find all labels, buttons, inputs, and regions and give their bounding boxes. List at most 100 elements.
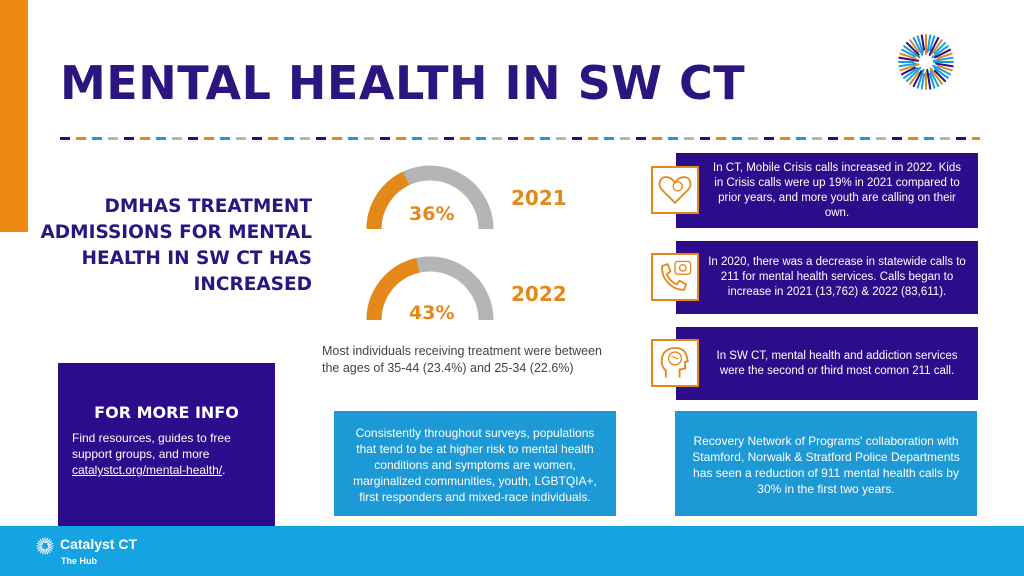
divider-dash [332, 137, 342, 140]
divider-dash [76, 137, 86, 140]
accent-bar [0, 0, 28, 232]
divider-dash [716, 137, 726, 140]
mental-health-link[interactable]: catalystct.org/mental-health/ [72, 463, 223, 477]
burst-ray [936, 64, 953, 72]
burst-ray [900, 66, 916, 76]
burst-ray [46, 548, 51, 554]
sunburst-logo-icon [898, 34, 954, 90]
burst-ray [912, 70, 923, 88]
at-risk-populations-box: Consistently throughout surveys, populat… [334, 411, 616, 516]
burst-ray [931, 39, 943, 55]
burst-ray [47, 540, 53, 545]
burst-ray [934, 48, 952, 59]
burst-ray [926, 68, 932, 90]
burst-ray [928, 35, 936, 52]
divider-dash [556, 137, 566, 140]
burst-ray [899, 63, 920, 72]
more-info-period: . [222, 463, 226, 477]
burst-ray [928, 72, 936, 89]
burst-ray [909, 39, 920, 53]
burst-ray [900, 48, 916, 58]
divider-dash [924, 137, 934, 140]
burst-ray [928, 36, 940, 56]
gauge-fill [366, 171, 410, 230]
treatment-age-note: Most individuals receiving treatment wer… [322, 344, 602, 375]
burst-ray [933, 41, 947, 55]
gauge-fill [366, 258, 420, 321]
burst-ray [912, 36, 924, 56]
burst-ray [41, 537, 45, 543]
divider-dash [780, 137, 790, 140]
fact-sw-ct-211: In SW CT, mental health and addiction se… [676, 327, 978, 400]
burst-ray [898, 56, 920, 62]
fact-text: In CT, Mobile Crisis calls increased in … [713, 161, 961, 219]
more-info-title: FOR MORE INFO [94, 403, 239, 422]
burst-ray [41, 548, 45, 555]
divider-dash [108, 137, 118, 140]
burst-ray [48, 546, 54, 550]
divider-dash [940, 137, 950, 140]
divider-dash [956, 137, 966, 140]
divider-dash [204, 137, 214, 140]
divider-dash [364, 137, 374, 140]
heart-brain-icon [651, 166, 699, 214]
divider-dash [700, 137, 710, 140]
gauge-2022 [366, 256, 494, 321]
divider-dash [300, 137, 310, 140]
burst-ray [931, 45, 949, 59]
dashed-divider [60, 137, 980, 140]
head-brain-icon [651, 339, 699, 387]
dmhas-headline: DMHAS TREATMENT ADMISSIONS FOR MENTAL HE… [40, 196, 312, 295]
divider-dash [508, 137, 518, 140]
gauge-percent-2021: 36% [409, 203, 455, 225]
burst-ray [37, 548, 43, 552]
divider-dash [156, 137, 166, 140]
divider-dash [524, 137, 534, 140]
page-title: MENTAL HEALTH IN SW CT [60, 56, 746, 110]
fact-mobile-crisis: In CT, Mobile Crisis calls increased in … [676, 153, 978, 228]
burst-ray [899, 52, 918, 60]
divider-dash [604, 137, 614, 140]
fact-text: In 2020, there was a decrease in statewi… [708, 256, 966, 298]
catalyst-logo-icon [36, 537, 54, 555]
gauge-year-2022: 2022 [511, 282, 567, 306]
more-info-box: FOR MORE INFO Find resources, guides to … [58, 363, 275, 527]
burst-ray [36, 542, 42, 546]
burst-ray [929, 67, 943, 85]
divider-dash [268, 137, 278, 140]
divider-dash [492, 137, 502, 140]
burst-ray [929, 70, 940, 88]
more-info-description: Find resources, guides to free support g… [72, 431, 231, 461]
burst-ray [926, 34, 932, 53]
burst-ray [48, 542, 54, 546]
divider-dash [140, 137, 150, 140]
at-risk-populations-text: Consistently throughout surveys, populat… [353, 426, 597, 504]
burst-ray [39, 538, 44, 544]
divider-dash [764, 137, 774, 140]
burst-ray [903, 45, 921, 59]
divider-dash [668, 137, 678, 140]
divider-dash [812, 137, 822, 140]
divider-dash [412, 137, 422, 140]
burst-ray [920, 73, 926, 90]
burst-ray [935, 62, 954, 68]
footer-bar [0, 526, 1024, 576]
divider-dash [188, 137, 198, 140]
divider-dash [236, 137, 246, 140]
burst-ray [932, 64, 952, 76]
divider-dash [380, 137, 390, 140]
divider-dash [444, 137, 454, 140]
fact-211-calls: In 2020, there was a decrease in statewi… [676, 241, 978, 314]
gauge-2021 [366, 165, 494, 230]
recovery-network-text: Recovery Network of Programs' collaborat… [692, 434, 960, 496]
burst-ray [933, 67, 949, 79]
divider-dash [908, 137, 918, 140]
burst-ray [909, 71, 920, 85]
gauge-percent-2022: 43% [409, 302, 455, 324]
burst-ray [916, 68, 925, 89]
burst-ray [47, 548, 53, 552]
divider-dash [252, 137, 262, 140]
divider-dash [428, 137, 438, 140]
divider-dash [844, 137, 854, 140]
burst-ray [905, 66, 922, 83]
